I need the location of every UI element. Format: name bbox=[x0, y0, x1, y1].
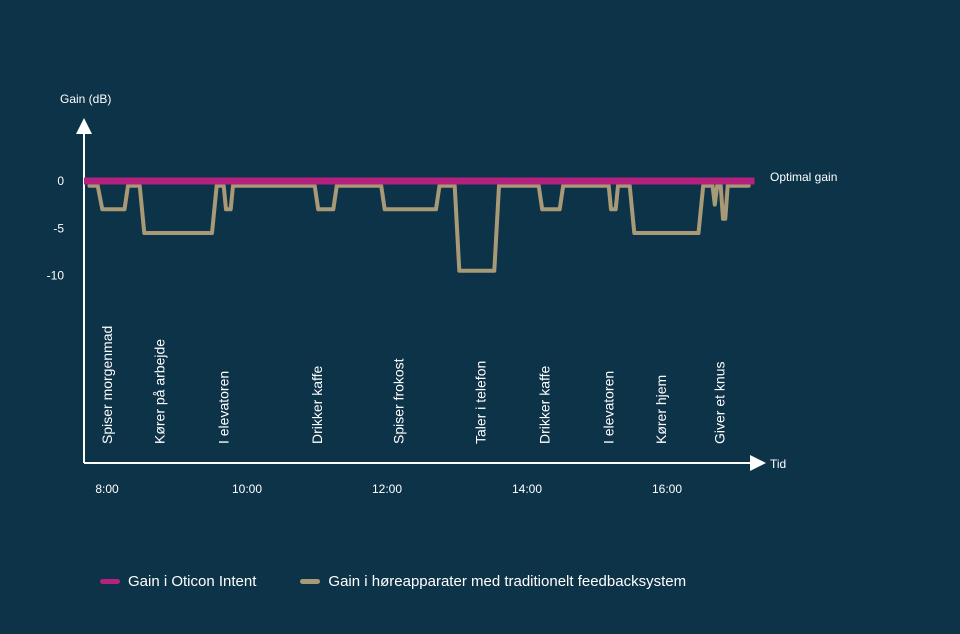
legend-label-traditional: Gain i høreapparater med traditionelt fe… bbox=[328, 573, 687, 590]
activity-label: Spiser frokost bbox=[391, 358, 407, 444]
activity-label: Drikker kaffe bbox=[309, 365, 325, 444]
x-tick-label: 12:00 bbox=[372, 482, 402, 496]
activity-label: Drikker kaffe bbox=[537, 365, 553, 444]
traditional-gain-line bbox=[87, 183, 751, 273]
y-tick-label: -5 bbox=[53, 221, 64, 235]
legend-item-intent: Gain i Oticon Intent bbox=[100, 573, 256, 590]
activity-label: Kører hjem bbox=[653, 375, 669, 444]
optimal-gain-annotation: Optimal gain bbox=[770, 170, 837, 184]
activity-label: I elevatoren bbox=[216, 371, 232, 444]
x-axis-arrow bbox=[750, 455, 766, 471]
activity-label: Kører på arbejde bbox=[152, 339, 168, 444]
activity-label: I elevatoren bbox=[601, 371, 617, 444]
activity-labels: Spiser morgenmad Kører på arbejde I elevat… bbox=[99, 326, 728, 444]
x-tick-label: 8:00 bbox=[95, 482, 119, 496]
y-axis-arrow bbox=[76, 118, 92, 134]
legend-item-traditional: Gain i høreapparater med traditionelt fe… bbox=[300, 573, 686, 590]
activity-label: Taler i telefon bbox=[472, 361, 488, 444]
x-tick-label: 14:00 bbox=[512, 482, 542, 496]
series-lines bbox=[84, 177, 755, 273]
x-tick-label: 10:00 bbox=[232, 482, 262, 496]
activity-label: Giver et knus bbox=[712, 362, 728, 444]
y-tick-label: -10 bbox=[47, 269, 65, 283]
x-tick-label: 16:00 bbox=[652, 482, 682, 496]
tick-labels: 0 -5 -10 8:00 10:00 12:00 14:00 16:00 Optimal ga… bbox=[47, 170, 838, 496]
activity-label: Spiser morgenmad bbox=[99, 326, 115, 444]
legend-label-intent: Gain i Oticon Intent bbox=[128, 573, 257, 590]
x-axis-label: Tid bbox=[770, 457, 786, 471]
legend-swatch-traditional bbox=[300, 579, 321, 584]
axes: Gain (dB) Tid bbox=[60, 92, 786, 471]
y-tick-label: 0 bbox=[57, 174, 64, 188]
y-axis-label: Gain (dB) bbox=[60, 92, 111, 106]
legend-swatch-intent bbox=[100, 579, 120, 584]
legend: Gain i Oticon Intent Gain i høreapparate… bbox=[100, 573, 686, 590]
